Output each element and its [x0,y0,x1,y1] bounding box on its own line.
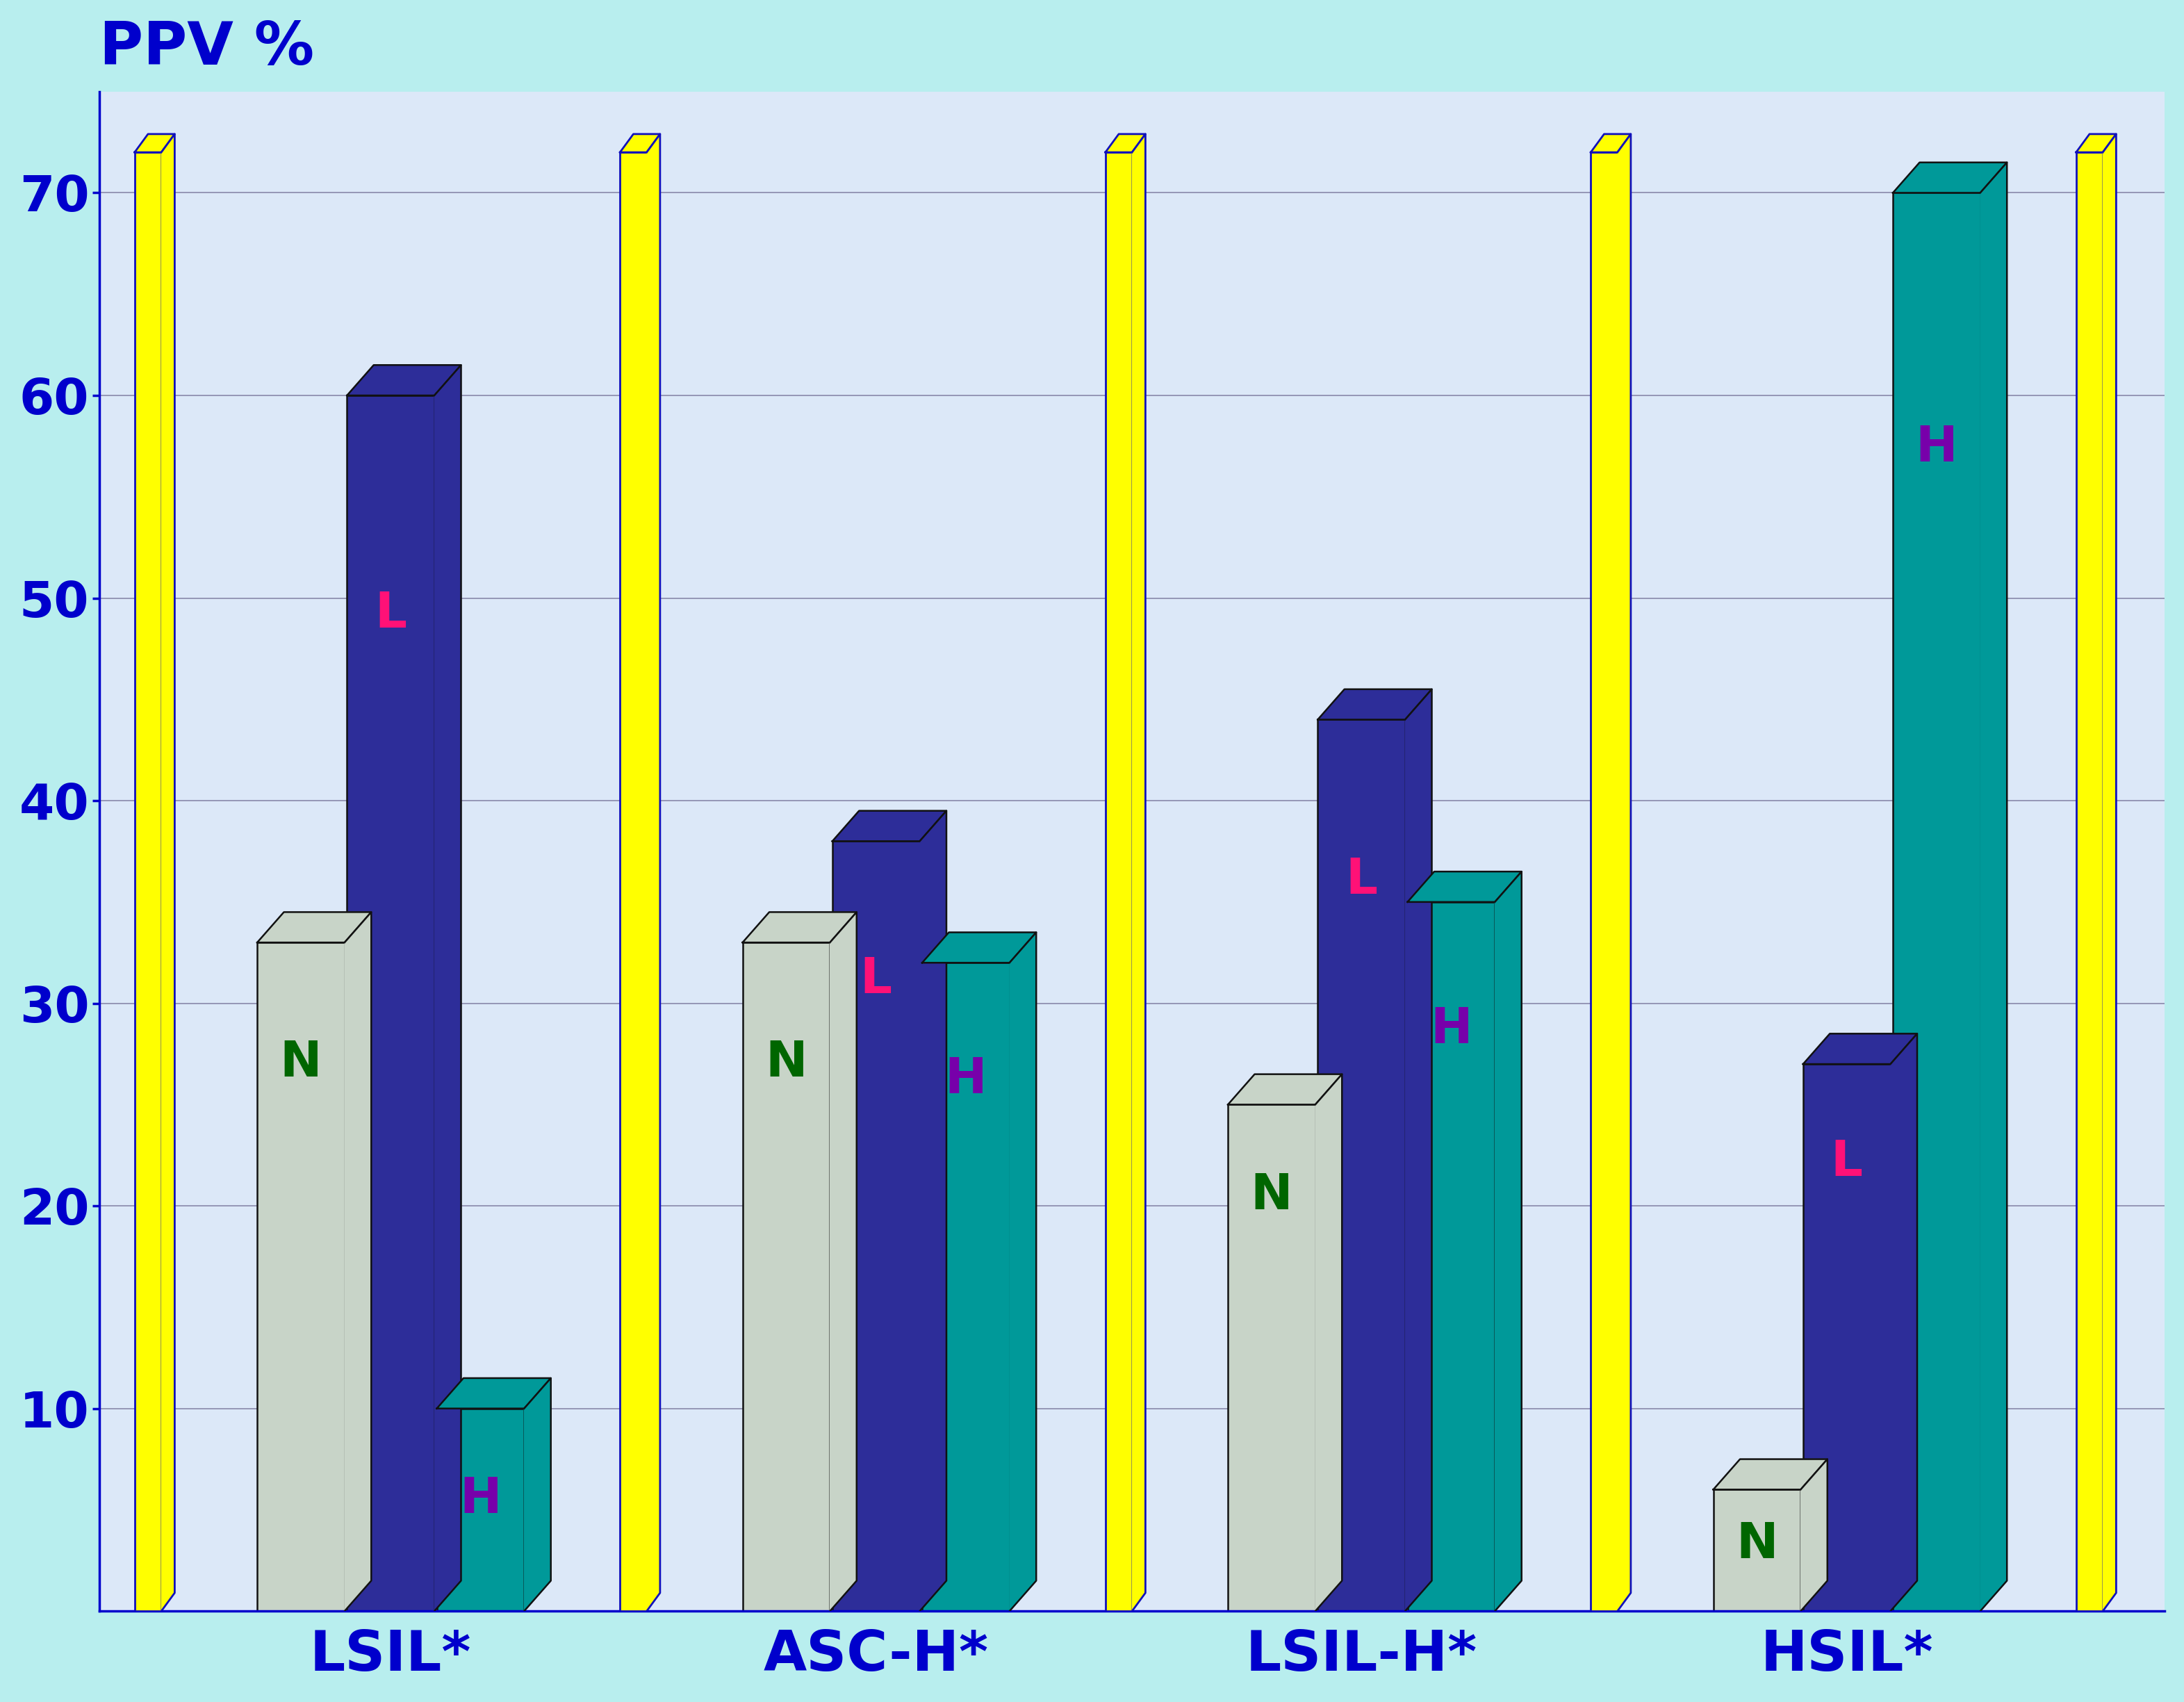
Bar [1804,1064,1891,1612]
Polygon shape [1494,871,1522,1612]
Polygon shape [347,364,461,395]
Bar [347,395,435,1612]
Bar [258,943,345,1612]
Polygon shape [1618,134,1631,1612]
Polygon shape [1800,1459,1828,1612]
Bar [1227,1105,1315,1612]
Text: N: N [1736,1520,1778,1568]
Polygon shape [2077,134,2116,151]
Polygon shape [1894,162,2007,192]
Text: L: L [860,957,891,1004]
Polygon shape [1712,1459,1828,1489]
Polygon shape [524,1379,550,1612]
Bar [743,943,830,1612]
Polygon shape [1105,134,1144,151]
Bar [1590,151,1618,1612]
Bar [135,151,162,1612]
Polygon shape [1590,134,1631,151]
Polygon shape [1891,1033,1918,1612]
Bar [620,151,646,1612]
Polygon shape [345,912,371,1612]
Text: L: L [1345,856,1378,904]
Text: PPV %: PPV % [100,19,314,77]
Polygon shape [1981,162,2007,1612]
Polygon shape [1009,933,1035,1612]
Polygon shape [620,134,660,151]
Text: H: H [1431,1006,1472,1054]
Text: N: N [764,1038,808,1088]
Polygon shape [1317,689,1433,720]
Polygon shape [1131,134,1144,1612]
Polygon shape [743,912,856,943]
Polygon shape [830,912,856,1612]
Bar [2077,151,2103,1612]
Bar [437,1409,524,1612]
Bar [1712,1489,1800,1612]
Polygon shape [1406,871,1522,902]
Text: L: L [376,591,406,638]
Polygon shape [646,134,660,1612]
Bar [1105,151,1131,1612]
Bar [832,841,919,1612]
Polygon shape [135,134,175,151]
Polygon shape [437,1379,550,1409]
Text: H: H [946,1055,987,1103]
Polygon shape [1804,1033,1918,1064]
Polygon shape [2103,134,2116,1612]
Bar [922,963,1009,1612]
Text: N: N [1251,1171,1293,1220]
Text: N: N [280,1038,321,1088]
Text: H: H [1915,424,1957,471]
Polygon shape [435,364,461,1612]
Text: H: H [459,1476,502,1523]
Bar [1894,192,1981,1612]
Polygon shape [922,933,1035,963]
Polygon shape [1227,1074,1341,1105]
Bar [1406,902,1494,1612]
Polygon shape [1315,1074,1341,1612]
Polygon shape [258,912,371,943]
Bar [1317,720,1404,1612]
Polygon shape [832,810,946,841]
Polygon shape [162,134,175,1612]
Text: L: L [1830,1139,1863,1186]
Polygon shape [919,810,946,1612]
Polygon shape [1404,689,1433,1612]
